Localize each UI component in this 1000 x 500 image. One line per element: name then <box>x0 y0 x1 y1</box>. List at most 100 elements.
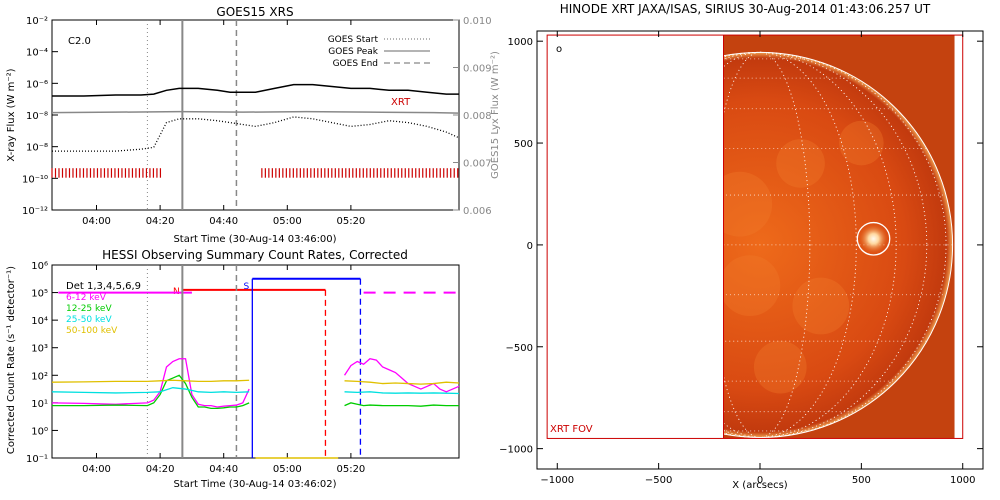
xrt-corner-marker: o <box>556 44 562 55</box>
hessi-series-line-1 <box>52 374 250 410</box>
goes-legend: GOES Start GOES Peak GOES End <box>328 35 430 69</box>
goes-y-tick-label: 10⁻⁸ <box>26 111 48 122</box>
xrt-y-tick-label: −1000 <box>499 445 533 456</box>
xrt-x-tick-label: −1000 <box>540 475 574 486</box>
hessi-title: HESSI Observing Summary Count Rates, Cor… <box>102 248 408 262</box>
active-region-glow <box>753 340 807 394</box>
xrt-x-tick-label: 1000 <box>950 475 975 486</box>
goes-y-label: X-ray Flux (W m⁻²) <box>6 68 17 161</box>
hessi-x-tick-label: 04:40 <box>209 464 238 475</box>
xrt-y-tick-label: 500 <box>514 139 533 150</box>
goes-x-tick-label: 05:20 <box>336 216 365 227</box>
longitude-grid-line <box>723 51 811 438</box>
solar-limb <box>723 51 954 438</box>
hessi-y-tick-label: 10² <box>31 371 48 382</box>
hessi-y-ticks: 10⁶ 10⁵ 10⁴ 10³ 10² 10¹ 10⁰ 10⁻¹ <box>26 261 58 465</box>
hessi-flags: NS <box>58 277 459 459</box>
xrt-title: HINODE XRT JAXA/ISAS, SIRIUS 30-Aug-2014… <box>560 2 931 16</box>
xrt-x-tick-label: −500 <box>645 475 672 486</box>
goes-y-tick-label: 10⁻¹² <box>22 206 48 217</box>
xrt-annotation: XRT <box>391 97 411 108</box>
goes-y2-tick-label: 0.010 <box>463 16 492 27</box>
hessi-series-line-3 <box>344 380 460 385</box>
goes-y-tick-label: 10⁻⁶ <box>26 79 48 90</box>
hessi-y-tick-label: 10¹ <box>31 399 48 410</box>
goes-x-tick-label: 04:20 <box>146 216 175 227</box>
flare-bright-region <box>858 224 889 254</box>
active-region-glow <box>723 255 781 317</box>
goes-y2-ticks: 0.010 0.009 0.008 0.007 0.006 <box>453 16 492 217</box>
saa-flag-label: S <box>243 282 249 292</box>
goes-y2-tick-label: 0.007 <box>463 159 492 170</box>
hessi-y-tick-label: 10⁻¹ <box>26 454 48 465</box>
goes-x-ticks: 04:00 04:20 04:40 05:00 05:20 <box>82 20 365 227</box>
goes-y2-tick-label: 0.006 <box>463 206 492 217</box>
hessi-series-line-3 <box>51 379 250 383</box>
longitude-grid-line <box>723 51 928 438</box>
hessi-legend-label: 12-25 keV <box>66 304 112 314</box>
goes-class-label: C2.0 <box>68 36 91 47</box>
goes-series-line-1 <box>52 116 460 152</box>
xrt-fov-label: XRT FOV <box>550 424 593 435</box>
hessi-y-tick-label: 10⁰ <box>31 426 48 437</box>
goes-series <box>51 20 460 210</box>
hessi-y-tick-label: 10⁶ <box>31 261 48 272</box>
goes-x-label: Start Time (30-Aug-14 03:46:00) <box>173 234 336 245</box>
goes-title: GOES15 XRS <box>216 5 293 19</box>
hessi-x-tick-label: 05:00 <box>273 464 302 475</box>
hessi-legend-label: 25-50 keV <box>66 315 112 325</box>
hessi-series-line-0 <box>343 358 460 393</box>
flare-circle <box>856 221 891 256</box>
longitude-grid-line <box>723 51 947 438</box>
goes-legend-label: GOES Peak <box>328 47 378 57</box>
active-region-glow <box>792 277 850 335</box>
hessi-x-label: Start Time (30-Aug-14 03:46:02) <box>173 479 336 490</box>
longitude-grid-line <box>723 51 857 438</box>
hessi-panel: HESSI Observing Summary Count Rates, Cor… <box>6 248 460 490</box>
xrt-y-tick-label: −500 <box>506 343 533 354</box>
goes-x-tick-label: 04:40 <box>209 216 238 227</box>
hessi-detectors: Det 1,3,4,5,6,9 <box>66 281 141 292</box>
xrt-axis-ticks: −1000 −500 0 500 1000 1000 500 0 −500 −1000 <box>499 31 983 486</box>
xrt-clipped-group <box>723 35 955 439</box>
xrt-image-panel: HINODE XRT JAXA/ISAS, SIRIUS 30-Aug-2014… <box>499 2 984 491</box>
hessi-y-tick-label: 10⁵ <box>31 289 48 300</box>
hessi-x-tick-label: 04:00 <box>82 464 111 475</box>
xrt-y-tick-label: 0 <box>527 241 533 252</box>
goes-legend-label: GOES Start <box>328 35 379 45</box>
hessi-y-tick-label: 10³ <box>31 344 48 355</box>
hessi-series-line-2 <box>51 387 250 394</box>
hessi-legend-label: 50-100 keV <box>66 326 118 336</box>
goes-y-ticks: 10⁻² 10⁻⁴ 10⁻⁶ 10⁻⁸ 10⁻⁸ 10⁻¹⁰ 10⁻¹² <box>22 16 58 217</box>
hessi-x-ticks: 04:00 04:20 04:40 05:00 05:20 <box>82 265 365 475</box>
goes-y2-tick-label: 0.009 <box>463 64 492 75</box>
goes-series-line-0 <box>52 83 459 97</box>
goes-y-tick-label: 10⁻⁸ <box>26 143 48 154</box>
xrt-x-tick-label: 0 <box>757 475 763 486</box>
goes-y-tick-label: 10⁻² <box>26 16 48 27</box>
goes-x-tick-label: 04:00 <box>82 216 111 227</box>
active-region-glow <box>776 139 825 188</box>
xrt-y-tick-label: 1000 <box>508 37 533 48</box>
hessi-legend-label: 6-12 keV <box>66 293 107 303</box>
hessi-series-line-1 <box>344 402 459 407</box>
hessi-series-line-2 <box>344 391 460 395</box>
goes-legend-label: GOES End <box>333 59 378 69</box>
goes-y-tick-label: 10⁻⁴ <box>26 48 48 59</box>
xrt-x-tick-label: 500 <box>852 475 871 486</box>
active-region-glow <box>723 171 773 237</box>
goes-series-line-2 <box>51 110 460 114</box>
goes-plot-frame <box>51 19 460 211</box>
hessi-plot-frame <box>51 264 460 459</box>
goes-y2-label: GOES15 Lyx Flux (W m⁻²) <box>490 51 501 179</box>
hessi-x-tick-label: 05:20 <box>336 464 365 475</box>
goes-xrs-panel: GOES15 XRS 04:00 04:20 04:40 05:00 05:20 10⁻… <box>6 5 501 245</box>
goes-y2-tick-label: 0.008 <box>463 111 492 122</box>
hessi-y-tick-label: 10⁴ <box>31 316 48 327</box>
hessi-series <box>51 265 460 458</box>
hessi-x-tick-label: 04:20 <box>146 464 175 475</box>
solar-disk <box>723 52 953 438</box>
hessi-series-line-0 <box>51 358 250 408</box>
